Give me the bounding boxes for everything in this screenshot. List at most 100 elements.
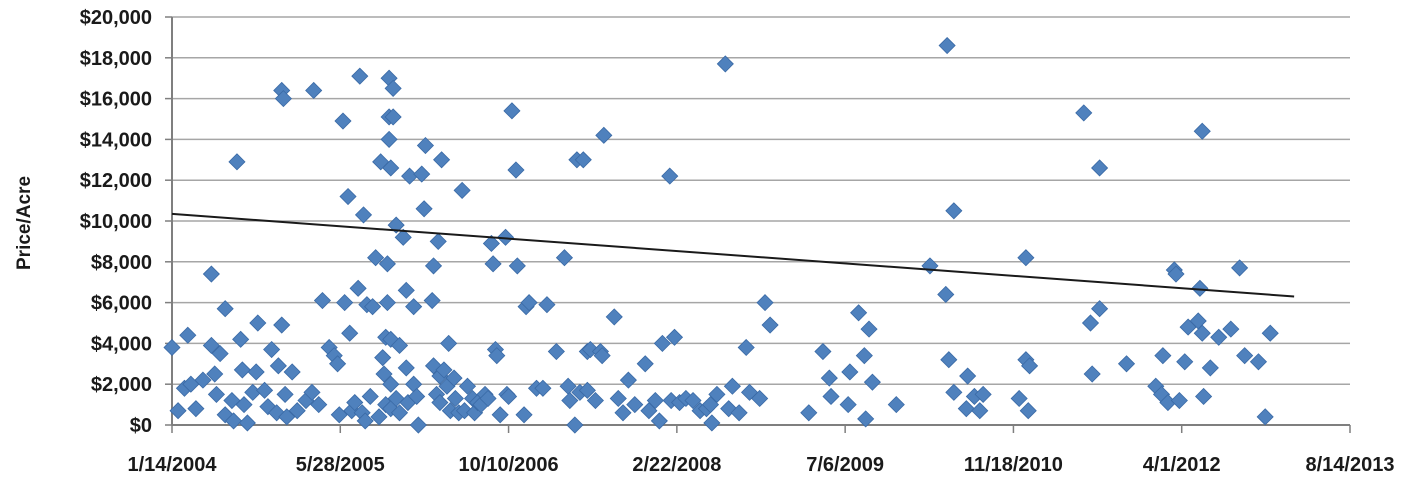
- data-point: [1195, 387, 1213, 406]
- data-point: [354, 206, 373, 224]
- data-point: [303, 383, 321, 401]
- data-point: [455, 402, 474, 420]
- data-point: [1193, 122, 1211, 140]
- data-point: [233, 361, 251, 379]
- y-tick-label: $10,000: [80, 211, 152, 233]
- y-tick-label: $12,000: [80, 170, 152, 192]
- data-point: [268, 404, 286, 422]
- data-point: [259, 398, 277, 416]
- data-point: [586, 391, 604, 410]
- data-point: [206, 365, 224, 383]
- data-point: [349, 279, 367, 297]
- data-point: [384, 79, 402, 97]
- data-point: [496, 228, 515, 246]
- data-point: [665, 328, 684, 346]
- data-point: [1261, 324, 1279, 342]
- data-point: [228, 153, 246, 171]
- data-point: [555, 249, 574, 267]
- data-point: [1201, 359, 1219, 377]
- data-point: [225, 412, 243, 430]
- data-point: [1231, 259, 1249, 277]
- data-point: [503, 102, 521, 120]
- data-point: [1154, 347, 1172, 365]
- data-point: [1210, 328, 1228, 346]
- data-point: [593, 347, 611, 365]
- data-point: [756, 294, 774, 312]
- data-point: [730, 404, 748, 422]
- data-point: [751, 389, 769, 408]
- data-point: [416, 136, 435, 155]
- data-point: [488, 347, 506, 365]
- data-point: [453, 181, 471, 199]
- data-point: [855, 347, 873, 365]
- data-point: [409, 416, 427, 434]
- data-point: [380, 130, 398, 148]
- data-point: [424, 257, 443, 275]
- y-tick-label: $20,000: [80, 7, 152, 29]
- data-point: [235, 396, 253, 414]
- axes: [171, 17, 1351, 433]
- data-point: [653, 334, 671, 352]
- data-point: [761, 316, 779, 334]
- data-point: [1176, 353, 1194, 371]
- data-point: [238, 414, 256, 432]
- data-point: [339, 187, 357, 206]
- data-point: [1091, 300, 1109, 318]
- data-point: [1075, 104, 1093, 122]
- data-point: [737, 338, 755, 357]
- y-tick-label: $14,000: [80, 129, 152, 151]
- data-point: [423, 291, 441, 310]
- data-point: [397, 281, 415, 299]
- data-point: [440, 334, 458, 352]
- data-point: [269, 357, 287, 375]
- data-point: [740, 383, 759, 401]
- data-point: [1167, 265, 1185, 283]
- data-point: [1017, 249, 1035, 267]
- data-point: [433, 151, 451, 169]
- data-point: [887, 396, 905, 414]
- data-point: [194, 371, 212, 389]
- data-point: [179, 326, 197, 344]
- data-point: [1256, 408, 1274, 426]
- data-point: [288, 402, 306, 420]
- data-point: [405, 375, 423, 393]
- data-point: [405, 298, 423, 316]
- x-tick-label: 11/18/2010: [964, 454, 1063, 476]
- y-tick-label: $4,000: [91, 333, 152, 355]
- data-point: [1191, 279, 1209, 297]
- data-point: [636, 355, 654, 373]
- data-point: [276, 385, 294, 403]
- data-point: [336, 294, 354, 312]
- data-point: [334, 112, 352, 130]
- data-point: [822, 387, 840, 406]
- x-tick-label: 10/10/2006: [459, 454, 559, 476]
- data-point: [458, 377, 477, 395]
- data-point: [1081, 314, 1100, 332]
- data-point: [305, 81, 323, 100]
- data-point: [860, 320, 878, 338]
- data-point: [351, 67, 369, 85]
- data-point: [163, 338, 181, 357]
- data-point: [1117, 355, 1136, 373]
- data-point: [361, 387, 379, 406]
- data-point: [937, 285, 955, 304]
- data-point: [500, 387, 518, 406]
- data-point: [313, 291, 332, 310]
- data-point: [394, 228, 412, 246]
- trendline-group: [171, 212, 1295, 298]
- data-point: [263, 340, 281, 359]
- x-tick-label: 8/14/2013: [1306, 454, 1395, 476]
- data-point: [223, 391, 241, 410]
- data-point: [684, 391, 702, 410]
- data-point: [429, 232, 447, 250]
- data-point: [1170, 391, 1188, 410]
- data-point: [435, 361, 453, 379]
- data-point: [249, 314, 267, 332]
- data-point: [446, 389, 464, 408]
- y-axis-title: Price/Acre: [14, 176, 35, 270]
- data-point: [945, 202, 963, 220]
- data-point: [484, 255, 502, 273]
- data-point: [561, 391, 579, 410]
- data-point: [283, 363, 301, 381]
- x-tick-label: 2/22/2008: [632, 454, 721, 476]
